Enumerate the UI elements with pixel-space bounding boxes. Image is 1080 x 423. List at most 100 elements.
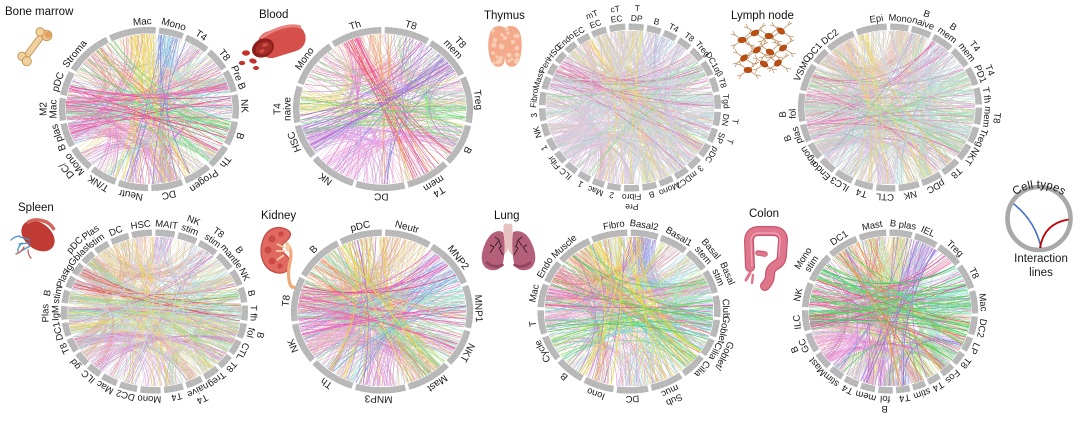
svg-text:Plas: Plas — [40, 304, 51, 323]
svg-text:DC: DC — [625, 393, 639, 404]
svg-text:B: B — [233, 245, 246, 257]
svg-text:B plas: B plas — [889, 218, 917, 233]
svg-text:stim: stim — [51, 285, 65, 304]
svg-text:Th: Th — [348, 19, 362, 33]
svg-text:DC: DC — [374, 190, 389, 201]
svg-text:T8: T8 — [958, 355, 973, 370]
svg-text:DC2: DC2 — [974, 318, 988, 339]
svg-text:T4: T4 — [667, 21, 681, 35]
svg-text:DP: DP — [630, 13, 643, 24]
svg-text:NK: NK — [531, 125, 544, 139]
svg-text:3: 3 — [529, 112, 539, 118]
svg-text:T4: T4 — [195, 391, 210, 406]
svg-text:Mac: Mac — [976, 293, 989, 312]
svg-text:ILC: ILC — [791, 314, 804, 330]
svg-text:M2: M2 — [39, 102, 50, 116]
svg-text:T4: T4 — [967, 39, 982, 55]
svg-text:Tgd: Tgd — [721, 94, 732, 110]
svg-text:Spleen: Spleen — [18, 202, 54, 214]
svg-text:Bone marrow: Bone marrow — [5, 6, 74, 18]
svg-text:lines: lines — [1029, 267, 1053, 279]
svg-text:T fh: T fh — [980, 86, 993, 104]
svg-text:mem: mem — [854, 387, 877, 403]
svg-text:DC1: DC1 — [51, 321, 66, 342]
svg-text:B: B — [233, 131, 246, 141]
svg-text:mT: mT — [584, 8, 599, 22]
svg-text:Fibro: Fibro — [528, 88, 540, 109]
svg-text:B: B — [782, 133, 794, 142]
svg-text:T8: T8 — [404, 19, 419, 33]
svg-text:Fibro: Fibro — [622, 192, 642, 202]
svg-text:T4: T4 — [840, 382, 855, 397]
svg-text:T8: T8 — [223, 359, 239, 375]
svg-text:cT: cT — [610, 3, 621, 14]
svg-text:T4: T4 — [982, 63, 996, 77]
svg-text:B: B — [42, 289, 54, 297]
svg-text:naive: naive — [283, 97, 294, 121]
svg-text:Basal2: Basal2 — [629, 218, 659, 233]
svg-text:T4: T4 — [273, 103, 284, 115]
svg-text:NK: NK — [286, 337, 302, 354]
svg-text:Club: Club — [720, 299, 732, 319]
svg-text:Treg: Treg — [471, 89, 484, 110]
svg-text:T8: T8 — [990, 112, 1002, 124]
svg-text:B: B — [881, 403, 888, 414]
svg-text:Lung: Lung — [494, 210, 520, 222]
svg-text:Mono: Mono — [137, 392, 161, 404]
svg-text:Fibro: Fibro — [602, 218, 625, 232]
svg-text:B: B — [254, 331, 266, 340]
svg-text:T: T — [528, 320, 540, 327]
svg-text:Th: Th — [319, 375, 335, 391]
svg-text:T8: T8 — [281, 294, 293, 307]
svg-text:Neutr: Neutr — [117, 186, 144, 202]
svg-text:MNP3: MNP3 — [364, 392, 393, 404]
svg-text:DC: DC — [108, 224, 125, 240]
svg-text:Epi: Epi — [869, 13, 884, 26]
svg-text:DC2: DC2 — [115, 387, 136, 403]
svg-text:B: B — [922, 8, 932, 21]
svg-text:T4: T4 — [170, 390, 183, 403]
svg-text:Mac: Mac — [133, 16, 153, 28]
svg-text:NK: NK — [236, 266, 252, 283]
svg-text:Mono: Mono — [888, 12, 913, 25]
svg-text:T8: T8 — [58, 341, 73, 356]
svg-text:Lymph node: Lymph node — [731, 10, 794, 22]
svg-text:DN: DN — [720, 113, 732, 127]
svg-text:T4: T4 — [430, 183, 446, 199]
svg-text:1: 1 — [575, 179, 584, 190]
svg-text:Blood: Blood — [259, 9, 288, 21]
svg-text:T: T — [634, 3, 640, 13]
svg-text:B: B — [647, 189, 655, 200]
svg-text:NK: NK — [185, 213, 202, 228]
svg-text:Pre: Pre — [625, 202, 639, 212]
svg-text:T4: T4 — [898, 391, 911, 404]
svg-text:Mac: Mac — [527, 283, 542, 303]
svg-text:GC: GC — [796, 337, 812, 355]
svg-text:Mac: Mac — [49, 100, 60, 119]
svg-text:B: B — [778, 111, 789, 118]
svg-text:T fh: T fh — [247, 305, 258, 321]
svg-text:IEL: IEL — [919, 224, 937, 240]
svg-text:HSC: HSC — [130, 218, 152, 232]
svg-text:T4: T4 — [855, 186, 869, 200]
svg-text:CTL: CTL — [876, 190, 895, 202]
svg-text:IgM: IgM — [50, 305, 61, 321]
svg-text:NK: NK — [792, 287, 805, 303]
svg-text:DC: DC — [161, 187, 177, 201]
svg-text:Interaction: Interaction — [1014, 253, 1068, 265]
svg-text:pDC: pDC — [349, 219, 371, 234]
svg-text:B: B — [460, 144, 473, 155]
svg-text:MAIT: MAIT — [155, 218, 179, 232]
svg-text:SP: SP — [714, 131, 727, 145]
svg-text:fol: fol — [243, 326, 256, 338]
svg-text:MNP1: MNP1 — [472, 294, 484, 323]
svg-text:B: B — [653, 16, 662, 27]
svg-text:fol: fol — [880, 393, 891, 405]
svg-text:EC: EC — [588, 17, 603, 31]
svg-text:EC: EC — [610, 13, 623, 25]
svg-text:Thymus: Thymus — [484, 10, 525, 22]
svg-text:T4: T4 — [930, 378, 945, 393]
svg-text:plas: plas — [790, 125, 806, 145]
svg-text:Mast: Mast — [861, 219, 884, 234]
svg-text:LP: LP — [967, 341, 982, 356]
